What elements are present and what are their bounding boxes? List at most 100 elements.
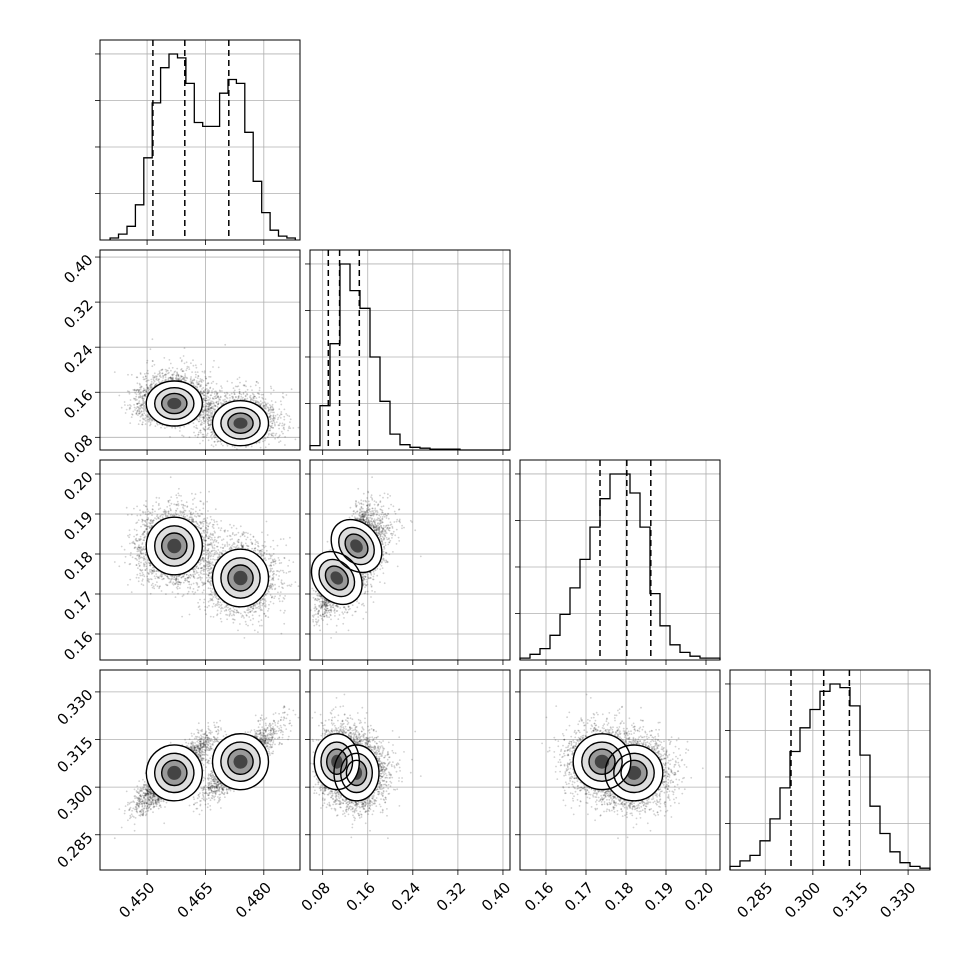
scatter-point	[207, 418, 209, 421]
scatter-point	[206, 408, 209, 410]
scatter-point	[283, 423, 286, 426]
scatter-point	[145, 380, 148, 383]
scatter-point	[210, 431, 213, 434]
scatter-point	[155, 382, 158, 385]
scatter-point	[211, 400, 214, 403]
scatter-point	[135, 412, 138, 415]
scatter-point	[208, 404, 211, 406]
scatter-point	[209, 402, 212, 405]
scatter-point	[237, 397, 240, 400]
scatter-point	[147, 416, 150, 419]
scatter-point	[273, 421, 276, 424]
scatter-point	[199, 390, 202, 393]
scatter-point	[209, 416, 212, 418]
scatter-point	[191, 379, 194, 382]
scatter-point	[179, 357, 182, 359]
scatter-point	[212, 435, 215, 437]
scatter-point	[262, 405, 265, 407]
scatter-point	[259, 400, 262, 402]
scatter-point	[262, 437, 264, 440]
scatter-point	[149, 424, 151, 427]
scatter-point	[232, 387, 235, 390]
scatter-point	[131, 413, 134, 415]
scatter-point	[210, 431, 212, 434]
scatter-point	[154, 383, 157, 386]
scatter-point	[202, 416, 205, 418]
scatter-point	[210, 421, 213, 424]
scatter-point	[215, 400, 218, 403]
scatter-point	[264, 404, 267, 407]
scatter-point	[192, 364, 195, 367]
scatter-point	[212, 366, 214, 368]
scatter-point	[211, 397, 214, 399]
scatter-point	[231, 445, 234, 448]
scatter-point	[217, 440, 219, 443]
scatter-point	[141, 396, 144, 399]
scatter-point	[205, 384, 207, 387]
scatter-point	[197, 375, 200, 377]
scatter-point	[203, 420, 206, 423]
scatter-point	[199, 431, 202, 434]
scatter-point	[210, 407, 212, 409]
scatter-point	[133, 398, 136, 400]
scatter-point	[306, 415, 308, 417]
scatter-point	[250, 445, 253, 448]
scatter-point	[165, 379, 168, 382]
scatter-point	[226, 444, 229, 447]
scatter-point	[191, 381, 194, 383]
scatter-point	[271, 434, 273, 436]
scatter-point	[270, 400, 273, 402]
scatter-point	[177, 375, 180, 378]
scatter-point	[154, 375, 157, 378]
scatter-point	[133, 389, 136, 392]
scatter-point	[276, 418, 279, 421]
scatter-point	[234, 385, 237, 388]
scatter-point	[240, 393, 243, 396]
scatter-point	[243, 384, 246, 387]
scatter-point	[271, 411, 274, 414]
scatter-point	[213, 359, 215, 362]
scatter-point	[238, 376, 241, 379]
scatter-point	[180, 368, 183, 370]
scatter-point	[203, 409, 206, 412]
scatter-point	[202, 397, 205, 400]
scatter-point	[284, 444, 286, 446]
scatter-point	[143, 389, 146, 392]
scatter-point	[164, 373, 166, 376]
scatter-point	[159, 371, 161, 374]
scatter-point	[203, 397, 206, 399]
scatter-point	[150, 381, 153, 383]
scatter-point	[213, 434, 216, 437]
scatter-point	[240, 395, 243, 398]
scatter-point	[196, 386, 198, 389]
scatter-point	[209, 397, 212, 400]
scatter-point	[197, 420, 200, 423]
scatter-point	[272, 417, 275, 419]
scatter-point	[168, 377, 171, 379]
scatter-point	[139, 394, 142, 397]
scatter-point	[147, 388, 150, 391]
scatter-point	[140, 404, 143, 407]
scatter-point	[149, 417, 151, 420]
scatter-point	[151, 338, 154, 341]
scatter-point	[180, 378, 183, 381]
scatter-point	[151, 360, 154, 362]
scatter-point	[208, 403, 211, 405]
scatter-point	[168, 367, 171, 369]
scatter-point	[183, 347, 186, 349]
scatter-point	[195, 424, 198, 427]
scatter-point	[289, 427, 292, 430]
scatter-point	[258, 389, 261, 392]
scatter-point	[239, 381, 241, 384]
scatter-point	[196, 427, 199, 430]
scatter-point	[272, 419, 275, 422]
scatter-point	[246, 450, 248, 452]
scatter-point	[275, 432, 278, 435]
scatter-point	[202, 405, 205, 408]
scatter-point	[211, 406, 213, 408]
scatter-point	[258, 403, 260, 405]
scatter-point	[225, 400, 228, 403]
scatter-point	[156, 375, 158, 378]
scatter-point	[264, 402, 267, 405]
scatter-point	[169, 376, 172, 379]
